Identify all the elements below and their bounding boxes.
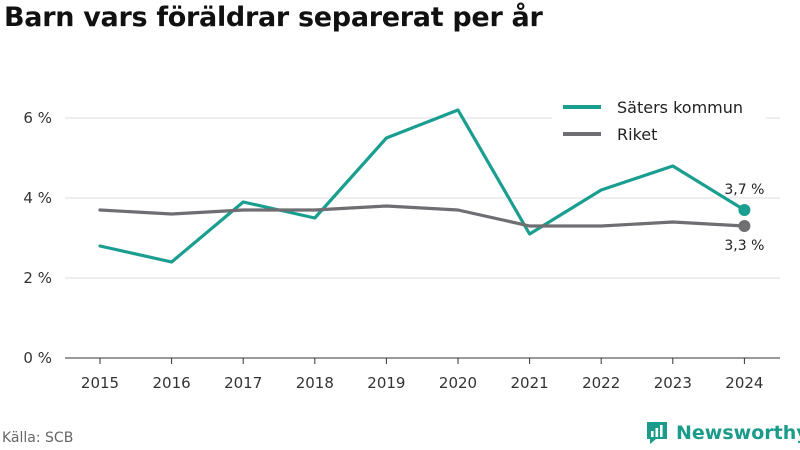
y-tick-label: 6 % <box>23 109 52 127</box>
series-line-1 <box>98 204 747 228</box>
legend-background <box>552 88 766 154</box>
end-value-label: 3,3 % <box>724 238 764 254</box>
y-tick-label: 2 % <box>23 269 52 287</box>
x-tick-label: 2017 <box>224 374 262 392</box>
chart-title: Barn vars föräldrar separerat per år <box>4 2 543 33</box>
brand-logo: Newsworthy <box>645 420 800 446</box>
x-tick-label: 2020 <box>439 374 477 392</box>
x-tick-label: 2016 <box>153 374 191 392</box>
series-line-0 <box>98 108 747 264</box>
axes: 0 % 2 % 4 % 6 % 2015 2016 2017 2018 2019 2020 2021… <box>23 109 763 392</box>
legend: Säters kommun Riket <box>552 88 766 154</box>
y-tick-label: 4 % <box>23 189 52 207</box>
brand-name: Newsworthy <box>676 422 800 444</box>
x-tick-label: 2019 <box>367 374 405 392</box>
x-tick-label: 2022 <box>582 374 620 392</box>
source-note: Källa: SCB <box>2 430 74 446</box>
x-tick-label: 2021 <box>511 374 549 392</box>
x-tick-label: 2015 <box>81 374 119 392</box>
series-end-point <box>738 220 751 232</box>
x-tick-label: 2018 <box>296 374 334 392</box>
legend-label: Säters kommun <box>617 98 743 117</box>
newsworthy-logo-icon <box>647 422 667 444</box>
legend-label: Riket <box>617 125 657 144</box>
end-value-label: 3,7 % <box>724 182 764 198</box>
x-tick-label: 2024 <box>725 374 763 392</box>
grid-lines <box>65 117 780 359</box>
series-end-point <box>738 204 751 216</box>
x-tick-label: 2023 <box>654 374 692 392</box>
y-tick-label: 0 % <box>23 349 52 367</box>
series-lines: 3,7 % 3,3 % <box>98 108 764 264</box>
